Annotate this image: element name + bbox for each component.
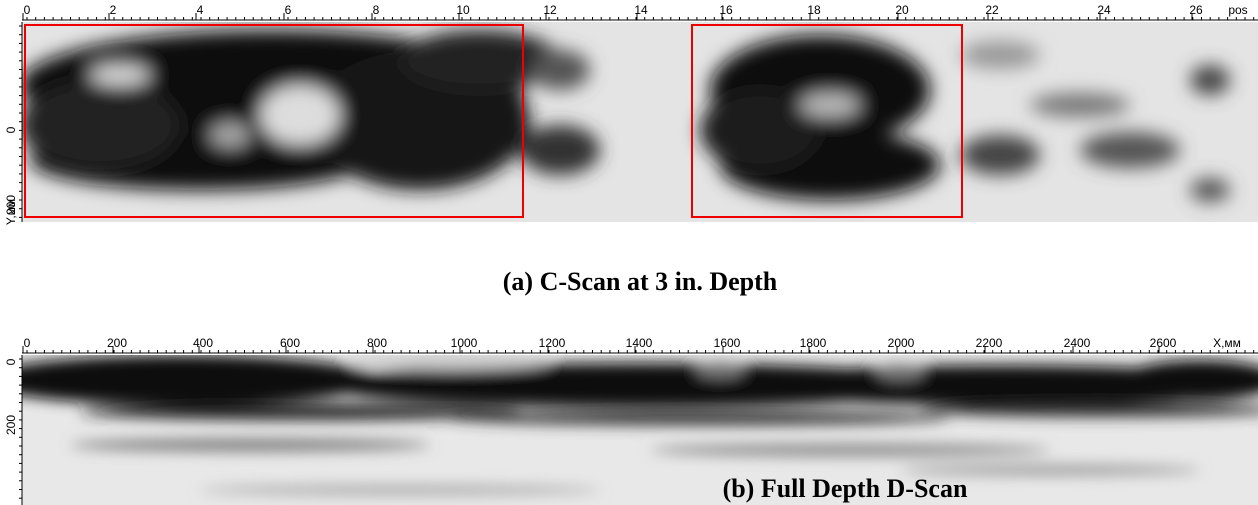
texture — [530, 50, 590, 90]
ruler-label: X,мм — [1213, 336, 1241, 350]
texture — [520, 125, 600, 175]
ruler-label: 26 — [1189, 3, 1203, 17]
ruler-label: 18 — [807, 3, 821, 17]
texture — [22, 355, 380, 405]
ruler-label: 16 — [719, 3, 733, 17]
ruler-label: 0 — [24, 3, 31, 17]
texture — [1190, 65, 1230, 95]
caption: (a) C-Scan at 3 in. Depth — [503, 267, 778, 296]
d-scan-image — [22, 355, 1258, 505]
ruler-label: 2400 — [1064, 336, 1091, 350]
c-scan-image — [22, 22, 1258, 222]
ruler-label: pos — [1228, 3, 1247, 17]
texture — [650, 444, 1050, 456]
ruler-label: 14 — [634, 3, 648, 17]
texture — [90, 65, 150, 85]
ruler-label: 800 — [367, 336, 387, 350]
texture — [200, 485, 600, 495]
ruler-label: 200 — [4, 415, 18, 435]
ruler-label: 6 — [285, 3, 292, 17]
ruler-label: 8 — [373, 3, 380, 17]
texture — [1120, 360, 1258, 400]
ruler-label: 200 — [4, 195, 18, 215]
ruler-label: Y,мм — [4, 199, 18, 225]
texture — [1190, 178, 1230, 202]
texture — [210, 123, 250, 147]
ruler-label: 20 — [895, 3, 909, 17]
ruler-label: 12 — [543, 3, 557, 17]
ruler-label: 200 — [107, 336, 127, 350]
ruler-label: 24 — [1097, 3, 1111, 17]
texture — [400, 30, 560, 90]
ruler-label: 1000 — [451, 336, 478, 350]
ruler-label: 2000 — [888, 336, 915, 350]
ruler-top-a — [0, 0, 1258, 22]
ruler-label: 1200 — [539, 336, 566, 350]
ruler-label: 2600 — [1150, 336, 1177, 350]
texture — [800, 93, 860, 117]
ruler-label: 0 — [4, 126, 18, 133]
texture — [695, 362, 745, 378]
ruler-label: 2 — [110, 3, 117, 17]
texture — [80, 404, 520, 420]
texture — [22, 80, 180, 170]
texture — [920, 403, 1258, 417]
caption: (b) Full Depth D-Scan — [723, 474, 968, 503]
texture — [260, 85, 340, 145]
texture — [700, 90, 820, 170]
ruler-label: 2200 — [976, 336, 1003, 350]
ruler-label: 0 — [4, 358, 18, 365]
ruler-label: 1600 — [714, 336, 741, 350]
ruler-label: 10 — [456, 3, 470, 17]
ruler-label: 4 — [197, 3, 204, 17]
texture — [70, 439, 430, 451]
texture — [450, 411, 950, 425]
texture — [875, 364, 925, 380]
ruler-label: 22 — [985, 3, 999, 17]
ruler-label: 400 — [193, 336, 213, 350]
ruler-label: 1400 — [626, 336, 653, 350]
texture — [960, 41, 1040, 69]
highlight-box — [691, 24, 963, 218]
texture — [900, 465, 1200, 475]
ruler-label: 1800 — [800, 336, 827, 350]
highlight-box — [24, 24, 524, 218]
texture — [1080, 132, 1180, 168]
texture — [1030, 93, 1130, 117]
ruler-label: 0 — [24, 336, 31, 350]
texture — [960, 135, 1040, 175]
texture — [350, 355, 550, 370]
ruler-label: 600 — [280, 336, 300, 350]
